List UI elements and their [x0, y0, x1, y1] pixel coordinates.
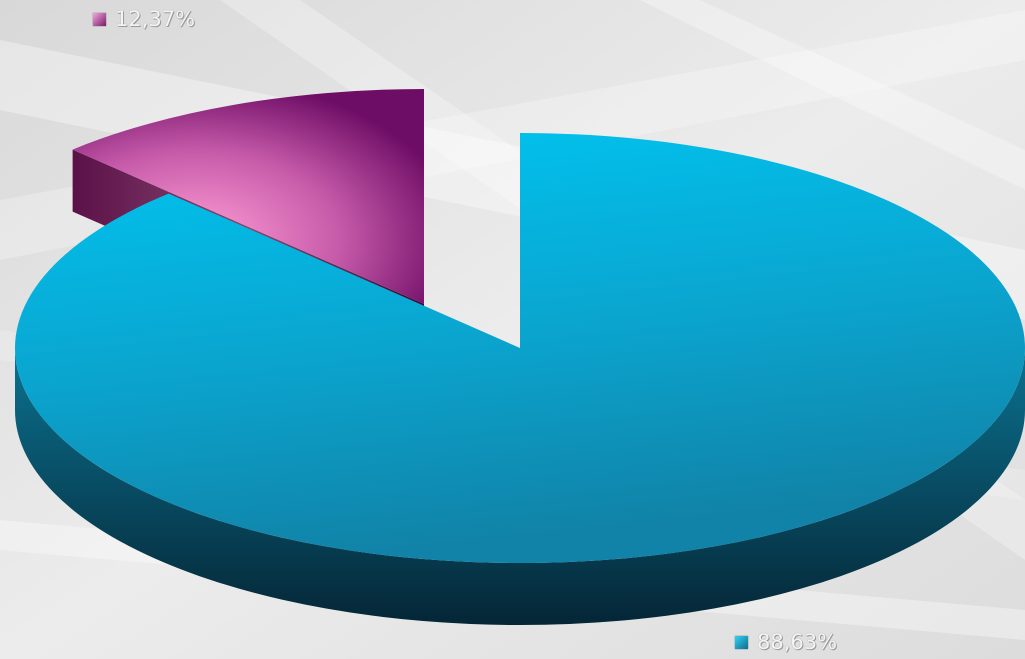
legend-swatch-large: [735, 635, 748, 649]
slice-large: [14, 133, 1025, 625]
slice-large-top: [14, 133, 1025, 563]
slice-label-large-text: 88,63%: [757, 630, 838, 654]
slice-large-side: [15, 348, 1025, 625]
slice-small-top: [72, 89, 424, 304]
slice-label-large: 88,63%: [735, 630, 837, 654]
slice-label-small: 12,37%: [93, 7, 195, 31]
legend-swatch-small: [93, 12, 106, 26]
slice-label-small-text: 12,37%: [115, 7, 196, 31]
